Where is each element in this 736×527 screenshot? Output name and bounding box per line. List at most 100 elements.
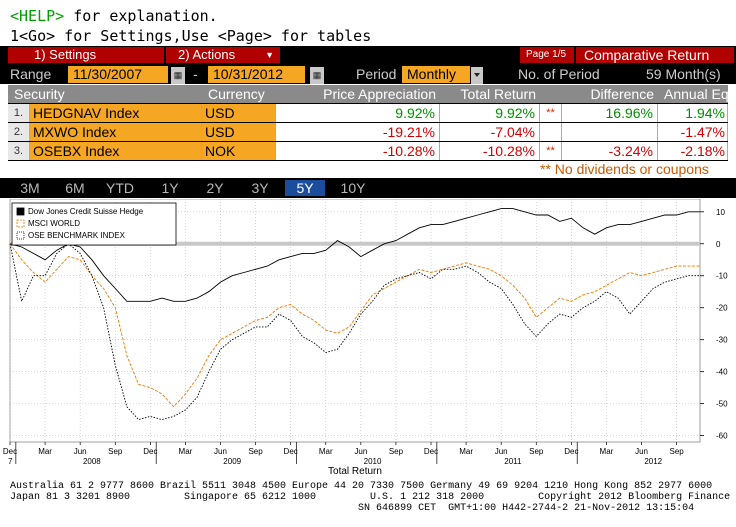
series-ose-line: [9, 243, 700, 421]
x-tick-label: Sep: [669, 447, 684, 456]
x-tick-label: Dec: [564, 447, 578, 456]
row-index: 1.: [8, 104, 30, 122]
period-tab-1y[interactable]: 1Y: [161, 180, 179, 196]
x-tick-label: Dec: [284, 447, 298, 456]
x-tick-label: Sep: [248, 447, 263, 456]
footnote: ** No dividends or coupons: [540, 161, 709, 177]
annual-eq-cell: 1.94%: [658, 104, 728, 122]
security-cell[interactable]: OSEBX Index: [30, 142, 202, 160]
y-tick-label: 10: [716, 208, 725, 217]
series-msci-line: [9, 243, 700, 408]
x-tick-label: Dec: [424, 447, 438, 456]
price-appreciation-cell: -10.28%: [276, 142, 440, 160]
security-cell[interactable]: HEDGNAV Index: [30, 104, 202, 122]
range-bar: Range 11/30/2007 ▦ - 10/31/2012 ▦ Period…: [0, 64, 736, 84]
screen-title: Comparative Return: [576, 47, 734, 63]
row-index: 3.: [8, 142, 30, 160]
total-return-cell: -7.04%: [440, 123, 540, 141]
x-tick-label: Mar: [38, 447, 52, 456]
header-currency[interactable]: Currency: [208, 86, 265, 102]
period-tab-2y[interactable]: 2Y: [206, 180, 224, 196]
help-key[interactable]: <HELP>: [10, 7, 65, 25]
calendar-icon[interactable]: ▦: [310, 67, 324, 84]
help-text: for explanation.: [64, 7, 218, 25]
row-index: 2.: [8, 123, 30, 141]
x-year-label: 2012: [644, 457, 662, 466]
total-return-cell: -10.28%: [440, 142, 540, 160]
x-year-label: 2008: [83, 457, 101, 466]
x-tick-label: Mar: [459, 447, 473, 456]
actions-label: 2) Actions: [178, 47, 236, 62]
table-row[interactable]: 2. MXWO Index USD -19.21% -7.04% -1.47%: [8, 123, 728, 142]
header-difference[interactable]: Difference: [590, 86, 654, 102]
footer-line: SN 646899 CET GMT+1:00 H442-2744-2 21-No…: [10, 503, 695, 514]
price-appreciation-cell: -19.21%: [276, 123, 440, 141]
x-tick-label: Jun: [74, 447, 87, 456]
legend-entry: MSCI WORLD: [28, 219, 80, 228]
table-row[interactable]: 1. HEDGNAV Index USD 9.92% 9.92% ** 16.9…: [8, 104, 728, 123]
x-year-label: 7: [8, 457, 13, 466]
page-indicator: Page 1/5: [520, 47, 574, 63]
table-header: Security Currency Price Appreciation Tot…: [8, 85, 728, 104]
header-annual-eq[interactable]: Annual Eq: [664, 86, 728, 102]
header-price-appreciation[interactable]: Price Appreciation: [323, 86, 436, 102]
period-tab-3m[interactable]: 3M: [20, 180, 40, 196]
difference-cell: [562, 123, 658, 141]
footer-line: Japan 81 3 3201 8900 Singapore 65 6212 1…: [10, 492, 736, 503]
no-dividend-flag: **: [540, 142, 562, 160]
range-dash: -: [193, 66, 198, 82]
zero-line: [10, 241, 700, 246]
y-tick-label: -30: [716, 336, 728, 345]
menu-bar: 1) Settings 2) Actions ▼ Page 1/5 Compara…: [0, 46, 736, 64]
x-year-label: 2011: [504, 457, 522, 466]
currency-cell: USD: [202, 123, 276, 141]
legend-entry: OSE BENCHMARK INDEX: [28, 231, 126, 240]
help-hint: <HELP> for explanation.: [10, 6, 218, 26]
currency-cell: NOK: [202, 142, 276, 160]
y-tick-label: -60: [716, 432, 728, 441]
period-tab-10y[interactable]: 10Y: [340, 180, 366, 196]
x-tick-label: Dec: [3, 447, 17, 456]
legend-swatch: [16, 219, 25, 228]
settings-button[interactable]: 1) Settings: [8, 47, 164, 63]
end-date-field[interactable]: 10/31/2012: [208, 66, 305, 83]
period-label: Period: [356, 66, 397, 82]
period-select[interactable]: Monthly: [402, 66, 470, 83]
x-tick-label: Jun: [495, 447, 508, 456]
period-tab-5y[interactable]: 5Y: [285, 180, 325, 196]
calendar-icon[interactable]: ▦: [171, 67, 185, 84]
table-row[interactable]: 3. OSEBX Index NOK -10.28% -10.28% ** -3…: [8, 142, 728, 161]
footer: Australia 61 2 9777 8600 Brazil 5511 304…: [10, 481, 736, 514]
start-date-field[interactable]: 11/30/2007: [68, 66, 168, 83]
legend-swatch: [16, 207, 25, 216]
return-chart: 10 0 -10 -20 -30 -40 -50 -60 Dow Jones Credit Su…: [0, 199, 736, 485]
header-total-return[interactable]: Total Return: [460, 86, 536, 102]
actions-button[interactable]: 2) Actions ▼: [166, 47, 280, 63]
total-return-cell: 9.92%: [440, 104, 540, 122]
x-tick-label: Jun: [214, 447, 227, 456]
x-axis-label: Total Return: [328, 466, 382, 477]
x-year-label: 2010: [364, 457, 382, 466]
period-tab-6m[interactable]: 6M: [65, 180, 85, 196]
x-tick-label: Dec: [143, 447, 157, 456]
period-tabs: 3M 6M YTD 1Y 2Y 3Y 5Y 10Y: [0, 178, 736, 198]
period-tab-3y[interactable]: 3Y: [251, 180, 269, 196]
series-hedge-line: [9, 208, 700, 302]
go-hint: 1<Go> for Settings,Use <Page> for tables: [10, 27, 372, 45]
legend-swatch: [16, 231, 25, 240]
period-tab-ytd[interactable]: YTD: [106, 180, 134, 196]
no-dividend-flag: **: [540, 104, 562, 122]
currency-cell: USD: [202, 104, 276, 122]
num-period-label: No. of Period: [518, 66, 600, 82]
header-security[interactable]: Security: [14, 86, 65, 102]
security-cell[interactable]: MXWO Index: [30, 123, 202, 141]
annual-eq-cell: -1.47%: [658, 123, 728, 141]
x-tick-label: Mar: [319, 447, 333, 456]
y-tick-label: -40: [716, 368, 728, 377]
comparison-table: Security Currency Price Appreciation Tot…: [8, 85, 728, 161]
chevron-down-icon[interactable]: [471, 67, 483, 84]
x-tick-label: Mar: [179, 447, 193, 456]
range-label: Range: [10, 66, 52, 82]
legend: [11, 202, 177, 246]
footer-line: Australia 61 2 9777 8600 Brazil 5511 304…: [10, 481, 713, 492]
